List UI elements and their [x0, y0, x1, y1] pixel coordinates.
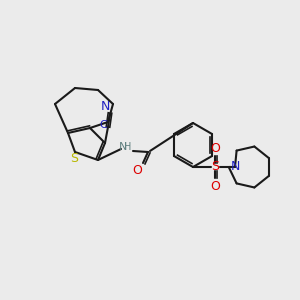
Text: N: N: [230, 160, 240, 173]
Text: C: C: [99, 120, 107, 130]
Text: O: O: [210, 179, 220, 193]
Text: H: H: [124, 142, 132, 152]
Text: S: S: [70, 152, 78, 166]
Text: N: N: [100, 100, 110, 112]
Text: S: S: [211, 160, 219, 173]
Text: N: N: [119, 142, 127, 152]
Text: O: O: [210, 142, 220, 154]
Text: O: O: [132, 164, 142, 176]
